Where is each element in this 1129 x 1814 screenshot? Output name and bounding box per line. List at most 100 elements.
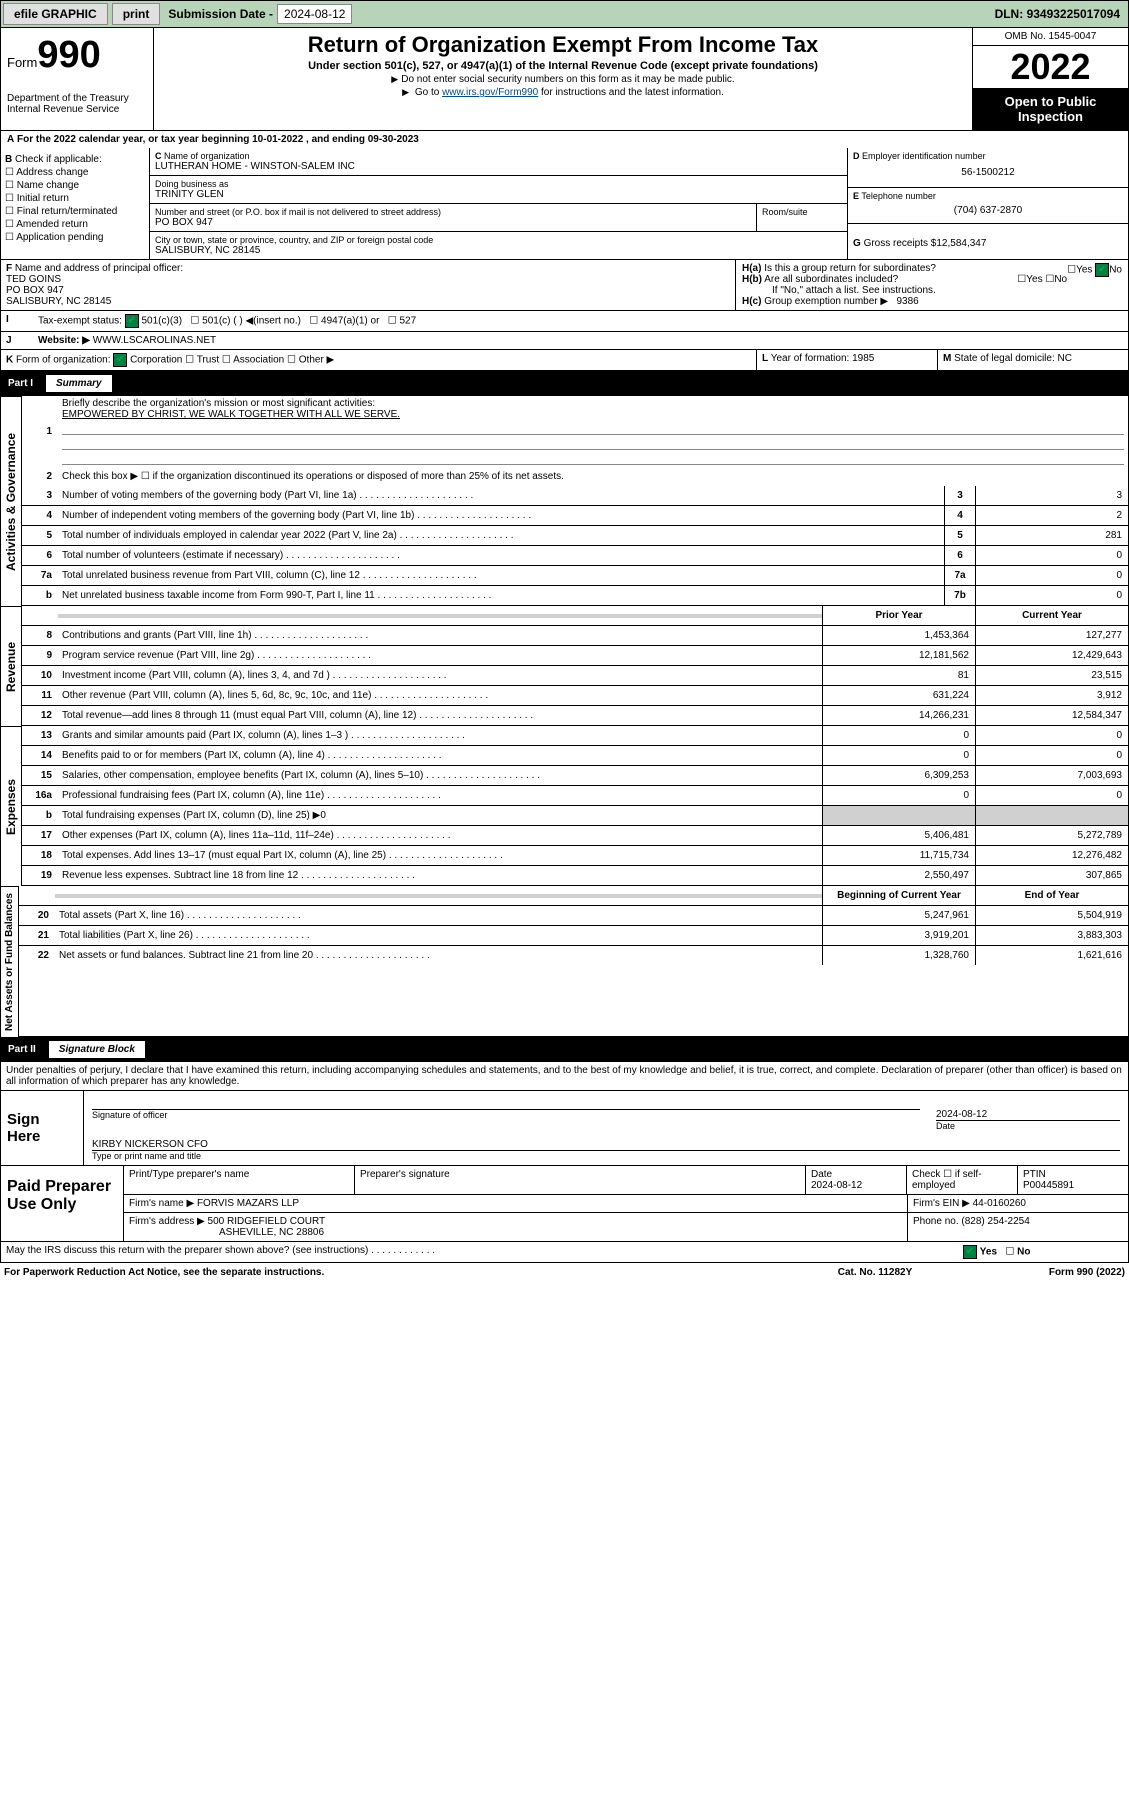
gross-receipts-value: 12,584,347	[936, 238, 986, 249]
part-2-header: Part II Signature Block	[0, 1037, 1129, 1062]
efile-graphic-label: efile GRAPHIC	[3, 3, 108, 25]
phone-value: (704) 637-2870	[853, 201, 1123, 220]
gov-line-6-value: 0	[975, 546, 1128, 565]
tax-period: A For the 2022 calendar year, or tax yea…	[1, 131, 425, 148]
dln-value: 93493225017094	[1027, 7, 1120, 21]
gov-line-4-value: 2	[975, 506, 1128, 525]
line-19-prior: 2,550,497	[822, 866, 975, 885]
check-application-pending[interactable]: ☐ Application pending	[5, 232, 145, 243]
line-17-prior: 5,406,481	[822, 826, 975, 845]
line-15-current: 7,003,693	[975, 766, 1128, 785]
form-subtitle: Under section 501(c), 527, or 4947(a)(1)…	[162, 60, 964, 72]
line-8-prior: 1,453,364	[822, 626, 975, 645]
penalty-statement: Under penalties of perjury, I declare th…	[0, 1062, 1129, 1091]
print-button[interactable]: print	[112, 3, 161, 25]
end-year-header: End of Year	[975, 886, 1128, 905]
open-to-public-badge: Open to Public Inspection	[973, 88, 1128, 130]
gov-line-5-value: 281	[975, 526, 1128, 545]
activities-governance-section: Activities & Governance 1 Briefly descri…	[0, 396, 1129, 606]
line-22-current: 1,621,616	[975, 946, 1128, 965]
section-b-checkboxes: B Check if applicable: ☐ Address change …	[1, 148, 150, 259]
line-13-current: 0	[975, 726, 1128, 745]
discuss-yes-checkbox[interactable]: ✔	[963, 1245, 977, 1259]
check-initial-return[interactable]: ☐ Initial return	[5, 193, 145, 204]
net-assets-section: Net Assets or Fund Balances Beginning of…	[0, 886, 1129, 1037]
line-11-current: 3,912	[975, 686, 1128, 705]
ptin-value: P00445891	[1023, 1180, 1074, 1191]
line-16a-prior: 0	[822, 786, 975, 805]
line-9-prior: 12,181,562	[822, 646, 975, 665]
check-name-change[interactable]: ☐ Name change	[5, 180, 145, 191]
line-15-prior: 6,309,253	[822, 766, 975, 785]
preparer-date: 2024-08-12	[811, 1180, 862, 1191]
gov-line-b-value: 0	[975, 586, 1128, 605]
paperwork-notice: For Paperwork Reduction Act Notice, see …	[4, 1267, 775, 1278]
dln-label: DLN:	[995, 7, 1027, 21]
ein-value: 56-1500212	[853, 161, 1123, 184]
line-19-current: 307,865	[975, 866, 1128, 885]
line-12-prior: 14,266,231	[822, 706, 975, 725]
line-21-current: 3,883,303	[975, 926, 1128, 945]
line-20-prior: 5,247,961	[822, 906, 975, 925]
revenue-section: Revenue Prior Year Current Year 8Contrib…	[0, 606, 1129, 726]
expenses-tab-label: Expenses	[0, 726, 22, 886]
signature-block: Sign Here Signature of officer 2024-08-1…	[0, 1091, 1129, 1166]
line-13-prior: 0	[822, 726, 975, 745]
line-17-current: 5,272,789	[975, 826, 1128, 845]
firm-phone: (828) 254-2254	[961, 1216, 1029, 1227]
line-21-prior: 3,919,201	[822, 926, 975, 945]
paid-preparer-block: Paid Preparer Use Only Print/Type prepar…	[0, 1166, 1129, 1242]
department-label: Department of the Treasury Internal Reve…	[7, 93, 147, 115]
line-14-prior: 0	[822, 746, 975, 765]
line-18-current: 12,276,482	[975, 846, 1128, 865]
discuss-question: May the IRS discuss this return with the…	[1, 1242, 958, 1262]
current-year-header: Current Year	[975, 606, 1128, 625]
officer-name: TED GOINS	[6, 274, 730, 285]
line-10-prior: 81	[822, 666, 975, 685]
line-11-prior: 631,224	[822, 686, 975, 705]
part-1-header: Part I Summary	[0, 371, 1129, 396]
check-amended-return[interactable]: ☐ Amended return	[5, 219, 145, 230]
omb-number: OMB No. 1545-0047	[973, 28, 1128, 46]
prior-year-header: Prior Year	[822, 606, 975, 625]
paid-preparer-label: Paid Preparer Use Only	[1, 1166, 123, 1241]
501c3-checkbox[interactable]: ✔	[125, 314, 139, 328]
line-8-current: 127,277	[975, 626, 1128, 645]
gov-line-7a-value: 0	[975, 566, 1128, 585]
officer-addr1: PO BOX 947	[6, 285, 730, 296]
mission-text: EMPOWERED BY CHRIST, WE WALK TOGETHER WI…	[62, 409, 400, 420]
form-title: Return of Organization Exempt From Incom…	[162, 32, 964, 58]
sign-date: 2024-08-12	[936, 1095, 1120, 1121]
line-16a-current: 0	[975, 786, 1128, 805]
firm-addr2: ASHEVILLE, NC 28806	[129, 1227, 324, 1238]
state-domicile: NC	[1058, 353, 1072, 364]
beginning-year-header: Beginning of Current Year	[822, 886, 975, 905]
check-address-change[interactable]: ☐ Address change	[5, 167, 145, 178]
governance-tab-label: Activities & Governance	[0, 396, 22, 606]
line-12-current: 12,584,347	[975, 706, 1128, 725]
line-18-prior: 11,715,734	[822, 846, 975, 865]
line-20-current: 5,504,919	[975, 906, 1128, 925]
form-header: Form990 Department of the Treasury Inter…	[0, 28, 1129, 131]
corporation-checkbox[interactable]: ✔	[113, 353, 127, 367]
efile-topbar: efile GRAPHIC print Submission Date - 20…	[0, 0, 1129, 28]
sign-here-label: Sign Here	[1, 1091, 83, 1165]
dln-field: DLN: 93493225017094	[995, 7, 1126, 21]
firm-addr1: 500 RIDGEFIELD COURT	[208, 1216, 326, 1227]
officer-addr2: SALISBURY, NC 28145	[6, 296, 730, 307]
form-footer: For Paperwork Reduction Act Notice, see …	[0, 1263, 1129, 1282]
form-note-2: Go to www.irs.gov/Form990 for instructio…	[162, 87, 964, 98]
irs-link[interactable]: www.irs.gov/Form990	[442, 87, 538, 98]
group-return-no-checkbox[interactable]: ✔	[1095, 263, 1109, 277]
officer-sign-name: KIRBY NICKERSON CFO	[92, 1139, 208, 1150]
catalog-number: Cat. No. 11282Y	[775, 1267, 975, 1278]
website-value: WWW.LSCAROLINAS.NET	[93, 335, 216, 346]
form-note-1: Do not enter social security numbers on …	[162, 74, 964, 85]
submission-date-label: Submission Date -	[168, 7, 273, 21]
gov-line-3-value: 3	[975, 486, 1128, 505]
line-9-current: 12,429,643	[975, 646, 1128, 665]
org-street: PO BOX 947	[155, 217, 751, 228]
org-name: LUTHERAN HOME - WINSTON-SALEM INC	[155, 161, 842, 172]
check-final-return[interactable]: ☐ Final return/terminated	[5, 206, 145, 217]
line-22-prior: 1,328,760	[822, 946, 975, 965]
